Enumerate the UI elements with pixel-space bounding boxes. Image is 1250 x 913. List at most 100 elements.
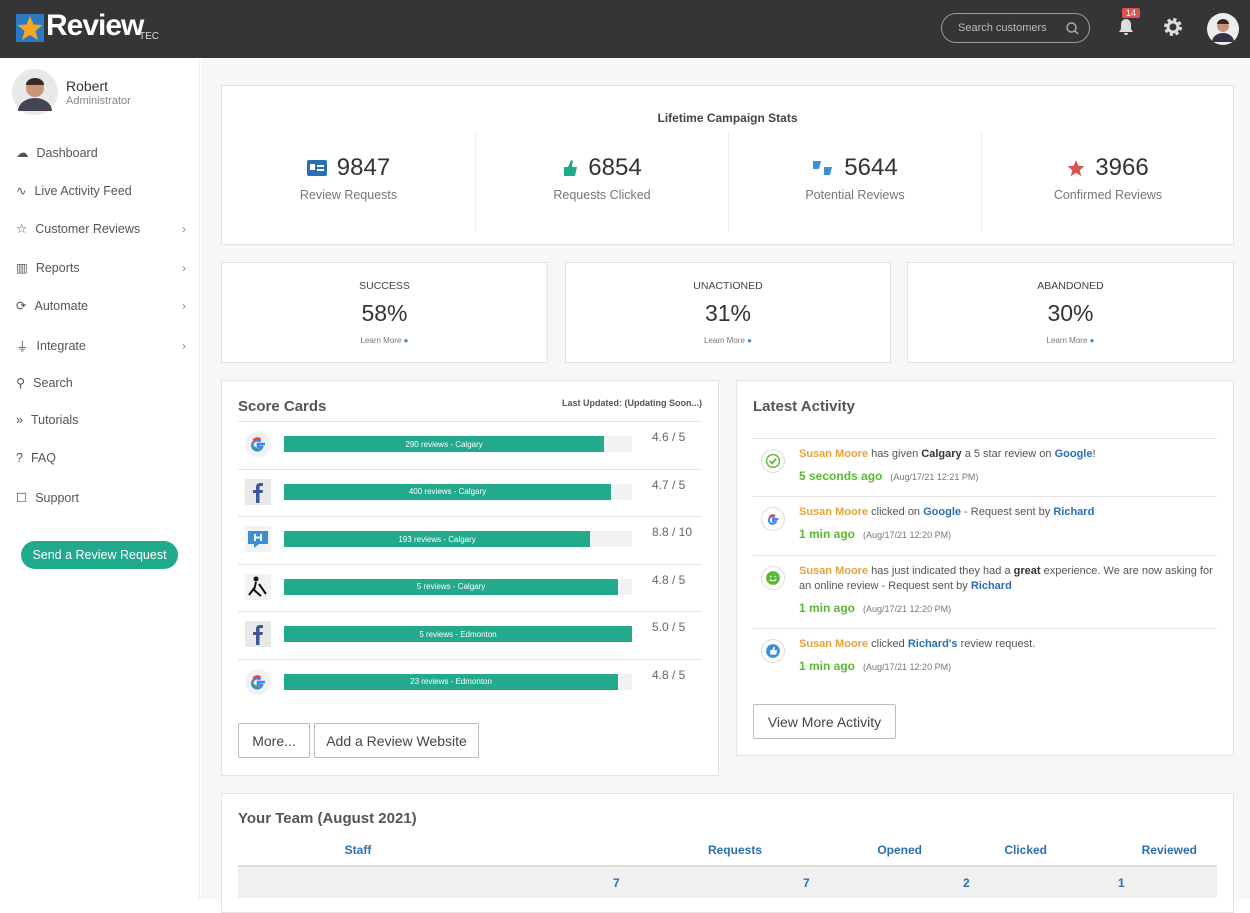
- nav-label: Customer Reviews: [35, 221, 141, 236]
- bar: 5 reviews - Calgary: [284, 578, 619, 595]
- rate-label: ABANDONED: [1037, 280, 1104, 292]
- avatar[interactable]: [1207, 13, 1239, 45]
- icon: [564, 160, 578, 176]
- nav-item[interactable]: ⏚ Integrate ›: [16, 338, 186, 355]
- text-segment: Susan Moore: [799, 448, 869, 460]
- bar: 23 reviews - Edmonton: [284, 673, 619, 690]
- bar-label: 193 reviews - Calgary: [398, 534, 476, 544]
- nav-item[interactable]: ☁ Dashboard: [16, 145, 98, 161]
- activity-time: 5 seconds ago (Aug/17/21 12:21 PM): [799, 469, 978, 485]
- nav-item[interactable]: ⟳ Automate ›: [16, 298, 186, 314]
- timestamp: (Aug/17/21 12:20 PM): [863, 662, 952, 672]
- site-icon: [245, 621, 271, 647]
- text-segment: - Request sent by: [961, 506, 1054, 518]
- activity-item: Susan Moore has just indicated they had …: [753, 555, 1217, 628]
- team-panel: Your Team (August 2021) Staff Requests Ope…: [221, 793, 1234, 913]
- bar-track: 5 reviews - Calgary: [284, 578, 632, 595]
- bell-icon[interactable]: [1116, 17, 1136, 37]
- send-request-button[interactable]: Send a Review Request: [21, 541, 178, 569]
- bar: 400 reviews - Calgary: [284, 483, 612, 500]
- nav-item[interactable]: ∿ Live Activity Feed: [16, 183, 132, 199]
- stat-value: 3966: [1095, 154, 1149, 181]
- nav-item[interactable]: ? FAQ: [16, 451, 56, 465]
- score: 5.0 / 5: [652, 620, 686, 634]
- settings-icon[interactable]: [1162, 16, 1184, 38]
- timestamp: (Aug/17/21 12:20 PM): [863, 530, 952, 540]
- time-ago: 1 min ago: [799, 527, 856, 541]
- bar-label: 23 reviews - Edmonton: [410, 677, 492, 686]
- stat: 9847 Review Requests: [222, 86, 475, 202]
- nav-item[interactable]: » Tutorials: [16, 413, 79, 427]
- activity-text: Susan Moore clicked Richard's review req…: [799, 637, 1214, 652]
- activity-item: Susan Moore clicked on Google - Request …: [753, 496, 1217, 554]
- learn-more[interactable]: Learn More: [360, 336, 402, 345]
- icon: [306, 160, 327, 176]
- rate-card: SUCCESS 58% Learn More ●: [221, 262, 548, 363]
- score: 4.7 / 5: [652, 477, 686, 492]
- text-segment: Google: [1054, 448, 1093, 460]
- column-header: Opened: [877, 842, 922, 857]
- time-ago: 5 seconds ago: [799, 469, 883, 483]
- nav-item[interactable]: ☐ Support: [16, 490, 79, 506]
- score-row: 5 reviews - Edmonton 5.0 / 5: [238, 611, 702, 658]
- site-icon: [245, 573, 271, 600]
- timestamp: (Aug/17/21 12:20 PM): [863, 604, 952, 614]
- site-icon: [245, 526, 271, 552]
- logo-icon: [16, 14, 44, 42]
- add-website-button[interactable]: Add a Review Website: [314, 723, 479, 758]
- text-segment: clicked on: [868, 506, 924, 518]
- search-box[interactable]: Search customers: [941, 13, 1090, 43]
- column-header: Staff: [344, 842, 372, 857]
- logo[interactable]: Review: [46, 9, 144, 42]
- nav-item[interactable]: ☆ Customer Reviews ›: [16, 221, 186, 237]
- nav-item[interactable]: ▥ Reports ›: [16, 260, 186, 276]
- text-segment: Richard: [1053, 506, 1095, 518]
- notification-badge: 14: [1122, 8, 1141, 18]
- stat: 6854 Requests Clicked: [475, 131, 728, 231]
- nav-label: Reports: [35, 260, 80, 275]
- column-header: Requests: [707, 842, 762, 857]
- more-button[interactable]: More...: [238, 723, 310, 758]
- stat: 5644 Potential Reviews: [728, 131, 981, 231]
- rate-label: SUCCESS: [359, 280, 410, 292]
- nav-label: Integrate: [36, 338, 86, 353]
- stat-value: 5644: [844, 154, 898, 181]
- stats-title: Lifetime Campaign Stats: [657, 111, 798, 125]
- nav-label: Support: [35, 490, 79, 505]
- learn-more[interactable]: Learn More: [704, 336, 745, 345]
- activity-text: Susan Moore has given Calgary a 5 star r…: [799, 447, 1214, 462]
- activity-item: Susan Moore clicked Richard's review req…: [753, 628, 1217, 686]
- column-header: Reviewed: [1141, 842, 1197, 857]
- nav-item[interactable]: ⚲ Search: [16, 375, 73, 391]
- activity-icon: [761, 639, 785, 663]
- score: 4.8 / 5: [652, 667, 686, 682]
- text-segment: !: [1092, 448, 1096, 460]
- text-segment: clicked: [868, 638, 908, 650]
- top-bar: Review TEC Search customers 14: [0, 0, 1250, 58]
- activity-icon: [761, 507, 785, 531]
- view-more-button[interactable]: View More Activity: [753, 704, 896, 739]
- panel-title: Score Cards: [238, 398, 327, 415]
- bar-track: 23 reviews - Edmonton: [284, 673, 632, 690]
- text-segment: Susan Moore: [799, 638, 869, 650]
- cell: 7: [803, 875, 810, 890]
- team-table: Staff Requests Opened Clicked Reviewed 7 7 2 1: [238, 834, 1217, 898]
- text-segment: experience. We are now asking for an onl…: [799, 565, 1213, 592]
- bar-label: 5 reviews - Edmonton: [419, 629, 497, 639]
- activity-text: Susan Moore has just indicated they had …: [799, 564, 1214, 594]
- activity-time: 1 min ago (Aug/17/21 12:20 PM): [799, 601, 951, 617]
- text-segment: a 5 star review on: [961, 448, 1055, 460]
- nav-label: Dashboard: [36, 145, 98, 160]
- learn-more[interactable]: Learn More: [1046, 336, 1088, 345]
- text-segment: Susan Moore: [799, 506, 869, 518]
- stats-panel: Lifetime Campaign Stats 9847 Review Reque…: [221, 85, 1234, 245]
- activity-text: Susan Moore clicked on Google - Request …: [799, 505, 1214, 520]
- text-segment: Richard's: [907, 638, 958, 650]
- user-name: Robert: [66, 78, 109, 94]
- stat-label: Confirmed Reviews: [1053, 188, 1163, 202]
- sidebar: Robert Administrator ☁ Dashboard ∿ Live Ac…: [0, 58, 200, 899]
- nav-label: Live Activity Feed: [34, 183, 132, 198]
- time-ago: 1 min ago: [799, 601, 856, 615]
- text-segment: review request.: [957, 638, 1036, 650]
